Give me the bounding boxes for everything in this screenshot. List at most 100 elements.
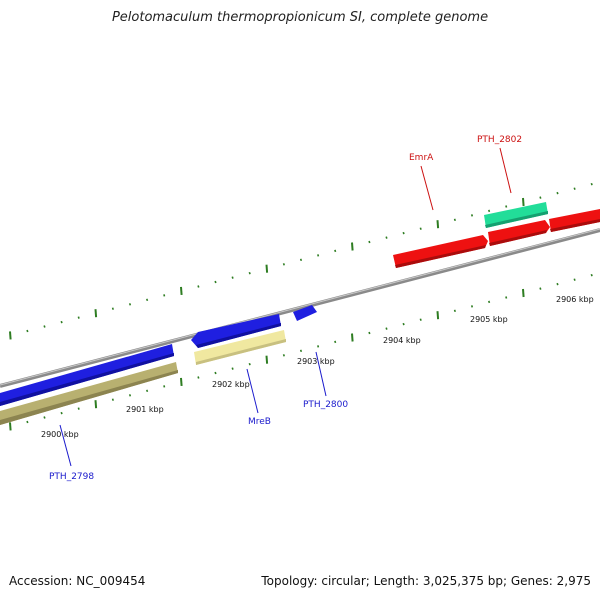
gene-feature-blue-2[interactable]: [191, 314, 281, 348]
upper-minor-tick: [197, 285, 200, 288]
lower-minor-tick: [385, 327, 388, 330]
upper-minor-tick: [556, 191, 559, 195]
lower-minor-tick: [111, 398, 114, 401]
gene-feature-red-3-shade: [550, 219, 600, 232]
lower-minor-tick: [26, 420, 29, 424]
lower-minor-tick: [590, 273, 593, 277]
upper-major-tick: [522, 197, 525, 207]
upper-minor-tick: [60, 320, 63, 324]
upper-minor-tick: [111, 307, 114, 310]
accession-text: Accession: NC_009454: [9, 574, 146, 588]
upper-minor-tick: [282, 263, 285, 266]
genome-backbone: [0, 228, 600, 388]
upper-minor-tick: [385, 236, 388, 239]
lower-minor-tick: [419, 318, 422, 321]
gene-feature-red-2[interactable]: [488, 220, 550, 246]
gene-feature-emra[interactable]: [393, 235, 488, 268]
upper-minor-tick: [419, 227, 422, 230]
callout-line-mreb: [246, 368, 259, 414]
gene-label-pth2802[interactable]: PTH_2802: [477, 135, 522, 145]
upper-major-tick: [436, 220, 440, 229]
upper-minor-tick: [231, 276, 234, 279]
lower-minor-tick: [470, 305, 474, 308]
lower-minor-tick: [402, 322, 405, 326]
lower-minor-tick: [163, 385, 166, 388]
gene-label-emra[interactable]: EmrA: [409, 153, 434, 163]
lower-minor-tick: [505, 296, 508, 299]
lower-minor-tick: [197, 376, 200, 379]
upper-minor-tick: [539, 196, 542, 199]
gene-feature-mreb[interactable]: [194, 330, 286, 365]
lower-major-tick: [265, 355, 269, 364]
map-title: Pelotomaculum thermopropionicum SI, comp…: [111, 10, 489, 25]
callout-line-pth2798: [59, 424, 72, 467]
lower-minor-tick: [282, 354, 285, 357]
lower-minor-tick: [317, 345, 320, 348]
callout-line-pth2802: [499, 147, 512, 194]
upper-minor-tick: [402, 231, 405, 235]
upper-minor-tick: [590, 182, 593, 186]
upper-minor-tick: [43, 325, 46, 328]
lower-minor-tick: [146, 389, 149, 393]
lower-minor-tick: [77, 407, 80, 410]
gene-feature-red-3[interactable]: [549, 209, 600, 232]
upper-minor-tick: [470, 214, 474, 217]
upper-minor-tick: [368, 240, 371, 244]
upper-minor-tick: [317, 254, 320, 257]
lower-minor-tick: [556, 282, 559, 286]
lower-major-tick: [351, 333, 354, 342]
lower-minor-tick: [299, 349, 303, 353]
lower-major-tick: [94, 400, 98, 409]
gene-label-pth2798[interactable]: PTH_2798: [49, 472, 94, 482]
lower-minor-tick: [214, 371, 217, 375]
lower-major-tick: [522, 288, 525, 298]
upper-minor-tick: [488, 209, 491, 213]
lower-minor-tick: [539, 287, 542, 290]
tick-label-2903: 2903 kbp: [297, 357, 335, 366]
lower-minor-tick: [60, 411, 63, 415]
upper-major-tick: [94, 309, 98, 318]
upper-minor-tick: [77, 316, 80, 319]
gene-feature-pth2798-shade: [0, 353, 174, 406]
upper-major-tick: [9, 331, 12, 340]
genome-backbone-highlight: [0, 228, 600, 386]
upper-major-tick: [180, 286, 183, 295]
gene-feature-mreb-shade: [196, 339, 286, 365]
lower-minor-tick: [334, 340, 337, 344]
gene-feature-pth2802[interactable]: [484, 202, 548, 228]
lower-minor-tick: [43, 416, 46, 419]
tick-label-2904: 2904 kbp: [383, 336, 421, 345]
lower-tick-row: [9, 273, 593, 431]
lower-major-tick: [9, 422, 12, 431]
gene-feature-red-2-shade: [489, 230, 547, 246]
tick-label-2901: 2901 kbp: [126, 405, 164, 414]
gene-feature-blue-2-shade: [196, 323, 281, 348]
lower-minor-tick: [248, 362, 251, 366]
upper-tick-row: [9, 182, 593, 340]
tick-label-2900: 2900 kbp: [41, 430, 79, 439]
upper-major-tick: [351, 242, 354, 251]
lower-major-tick: [436, 311, 440, 320]
gene-label-mreb[interactable]: MreB: [248, 417, 271, 427]
upper-minor-tick: [26, 329, 29, 333]
lower-minor-tick: [128, 394, 132, 397]
callout-line-pth2800: [315, 351, 327, 397]
callout-line-emra: [420, 165, 434, 211]
tick-label-2906: 2906 kbp: [556, 295, 594, 304]
kbp-tick-labels: 2900 kbp 2901 kbp 2902 kbp 2903 kbp 2904…: [41, 295, 594, 439]
gene-feature-emra-shade: [395, 245, 486, 268]
upper-minor-tick: [128, 303, 132, 306]
lower-major-tick: [180, 377, 183, 386]
lower-minor-tick: [573, 278, 576, 281]
upper-major-tick: [265, 264, 269, 273]
gene-label-pth2800[interactable]: PTH_2800: [303, 400, 348, 410]
upper-minor-tick: [248, 271, 251, 275]
upper-minor-tick: [334, 249, 337, 253]
gene-feature-khaki-shade: [0, 370, 178, 425]
lower-minor-tick: [368, 331, 371, 335]
upper-minor-tick: [214, 280, 217, 284]
gene-feature-pth2800[interactable]: [293, 305, 317, 321]
gene-feature-pth2802-shade: [485, 211, 548, 228]
upper-minor-tick: [163, 294, 166, 297]
